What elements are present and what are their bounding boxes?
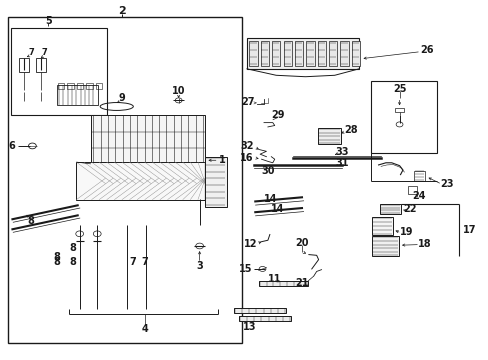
Bar <box>249 41 257 66</box>
Text: 33: 33 <box>335 147 348 157</box>
Text: 19: 19 <box>399 227 412 237</box>
Text: 2: 2 <box>118 6 125 16</box>
Text: 4: 4 <box>141 324 147 334</box>
Text: 8: 8 <box>27 216 34 226</box>
Text: 23: 23 <box>439 179 453 189</box>
Text: 17: 17 <box>462 225 475 235</box>
Bar <box>370 81 436 153</box>
Text: 26: 26 <box>420 45 433 55</box>
Bar <box>328 41 337 66</box>
Bar <box>317 128 340 144</box>
Text: 15: 15 <box>239 264 252 274</box>
Text: 7: 7 <box>28 48 34 57</box>
Text: 10: 10 <box>172 86 185 96</box>
Text: 22: 22 <box>403 204 416 215</box>
Bar <box>259 281 307 286</box>
Text: 6: 6 <box>8 141 15 151</box>
Text: 11: 11 <box>267 274 281 284</box>
Bar <box>11 28 106 116</box>
Text: 8: 8 <box>53 252 60 262</box>
Bar <box>67 83 73 89</box>
Text: 25: 25 <box>392 84 406 94</box>
Text: 8: 8 <box>69 243 76 253</box>
Bar <box>371 217 392 234</box>
Text: 7: 7 <box>141 257 147 267</box>
Bar <box>305 41 314 66</box>
Text: 14: 14 <box>270 204 284 215</box>
Bar <box>238 316 291 320</box>
Bar <box>205 157 227 207</box>
Text: 27: 27 <box>241 97 255 107</box>
Text: 14: 14 <box>263 194 277 204</box>
Bar <box>58 83 64 89</box>
Text: 24: 24 <box>411 191 425 201</box>
Text: 5: 5 <box>45 17 52 27</box>
Text: 20: 20 <box>295 238 308 248</box>
Bar <box>351 41 359 66</box>
Bar <box>294 41 303 66</box>
Bar <box>96 83 102 89</box>
Text: 30: 30 <box>261 166 274 176</box>
Bar <box>77 83 83 89</box>
Bar <box>91 116 205 164</box>
Bar <box>246 39 358 69</box>
Text: 18: 18 <box>417 239 431 249</box>
Bar <box>371 236 398 256</box>
Text: 32: 32 <box>240 141 253 151</box>
Bar <box>8 17 242 343</box>
Bar <box>413 171 424 181</box>
Bar <box>379 204 400 214</box>
Text: 7: 7 <box>129 257 136 267</box>
Bar <box>394 108 404 112</box>
Bar <box>260 41 268 66</box>
Text: 31: 31 <box>335 158 348 168</box>
Text: 16: 16 <box>240 153 253 163</box>
Text: 7: 7 <box>41 48 47 57</box>
Text: 8: 8 <box>53 257 60 267</box>
Text: 29: 29 <box>270 111 284 121</box>
Text: 21: 21 <box>295 278 308 288</box>
Text: 8: 8 <box>69 257 76 267</box>
Bar <box>19 58 29 72</box>
Bar <box>283 41 291 66</box>
Bar <box>76 162 205 200</box>
Bar <box>272 41 280 66</box>
Text: 3: 3 <box>196 261 203 271</box>
Bar <box>407 186 416 194</box>
Bar <box>57 85 98 105</box>
Bar <box>233 309 286 314</box>
Text: 12: 12 <box>244 239 257 249</box>
Bar <box>340 41 348 66</box>
Text: 28: 28 <box>343 125 357 135</box>
Text: 13: 13 <box>242 322 256 332</box>
Bar <box>86 83 92 89</box>
Bar <box>36 58 45 72</box>
Text: 9: 9 <box>118 93 125 103</box>
Bar <box>317 41 325 66</box>
Text: 1: 1 <box>219 155 225 165</box>
